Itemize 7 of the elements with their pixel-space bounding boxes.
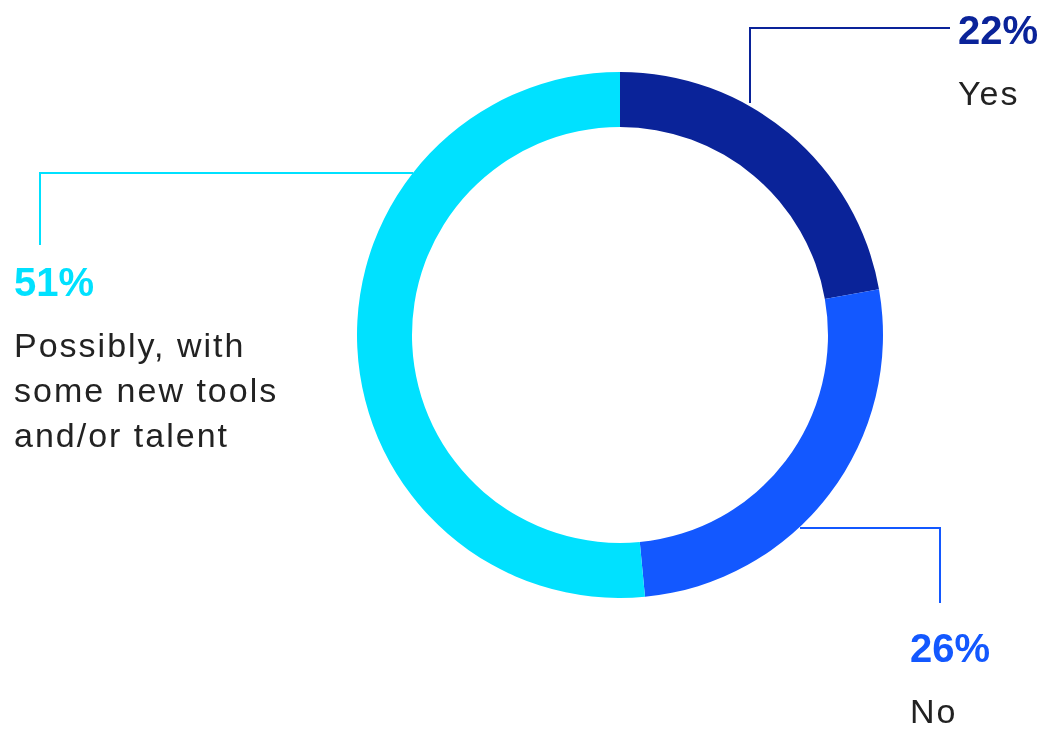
data-label: 22% (958, 8, 1039, 52)
data-label: 51% (14, 260, 95, 304)
slice-label: Possibly, with some new tools and/or talent (14, 326, 279, 454)
slice-label: Yes (958, 74, 1020, 112)
donut-slice (620, 72, 879, 299)
slice-label: No (910, 692, 958, 730)
data-label: 26% (910, 626, 991, 670)
